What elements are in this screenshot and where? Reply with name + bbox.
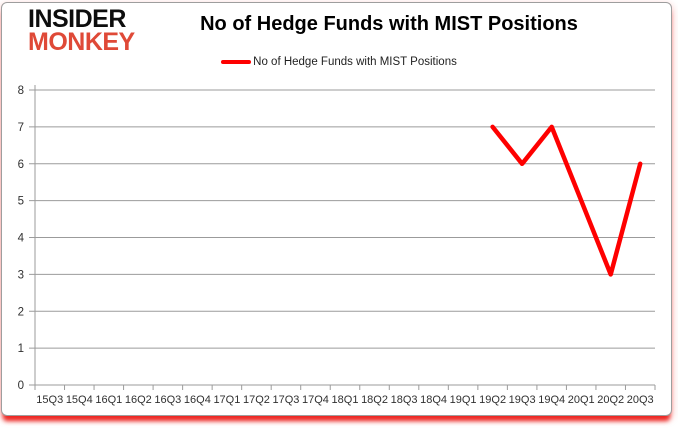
x-axis-label: 17Q4 (302, 394, 329, 406)
y-axis-label: 3 (18, 269, 24, 281)
x-axis-label: 18Q4 (420, 394, 447, 406)
x-axis-label: 16Q2 (125, 394, 152, 406)
x-axis-label: 18Q2 (361, 394, 388, 406)
x-axis-label: 19Q1 (450, 394, 477, 406)
y-axis-label: 7 (18, 122, 24, 134)
insider-monkey-logo: INSIDER MONKEY (28, 5, 135, 56)
y-axis-label: 0 (18, 380, 24, 392)
x-axis-label: 19Q2 (479, 394, 506, 406)
x-axis-label: 20Q1 (568, 394, 595, 406)
legend: No of Hedge Funds with MIST Positions (0, 56, 678, 68)
legend-label: No of Hedge Funds with MIST Positions (253, 56, 457, 68)
x-axis-label: 16Q4 (184, 394, 211, 406)
y-axis-label: 5 (18, 196, 24, 208)
y-axis-label: 4 (18, 233, 25, 245)
x-axis-label: 16Q1 (95, 394, 122, 406)
series-line (490, 124, 643, 277)
legend-line-swatch (221, 59, 252, 65)
y-axis-label: 8 (18, 85, 24, 97)
logo-line-monkey: MONKEY (28, 28, 135, 56)
x-axis-label: 17Q3 (272, 394, 299, 406)
x-axis-label: 15Q4 (66, 394, 93, 406)
chart-title: No of Hedge Funds with MIST Positions (200, 13, 578, 35)
chart-card (1, 2, 672, 416)
x-axis-label: 17Q1 (213, 394, 240, 406)
x-axis-label: 18Q1 (332, 394, 359, 406)
x-axis-label: 16Q3 (154, 394, 181, 406)
x-axis-label: 19Q4 (538, 394, 565, 406)
y-axis-label: 2 (18, 306, 24, 318)
x-axis-label: 17Q2 (243, 394, 270, 406)
x-axis-label: 18Q3 (391, 394, 418, 406)
logo-line-insider: INSIDER (28, 5, 126, 33)
x-axis-label: 15Q3 (36, 394, 63, 406)
x-axis-label: 20Q3 (627, 394, 654, 406)
y-axis-label: 6 (18, 159, 24, 171)
x-axis-label: 19Q3 (509, 394, 536, 406)
y-axis-label: 1 (18, 343, 24, 355)
x-axis-label: 20Q2 (597, 394, 624, 406)
